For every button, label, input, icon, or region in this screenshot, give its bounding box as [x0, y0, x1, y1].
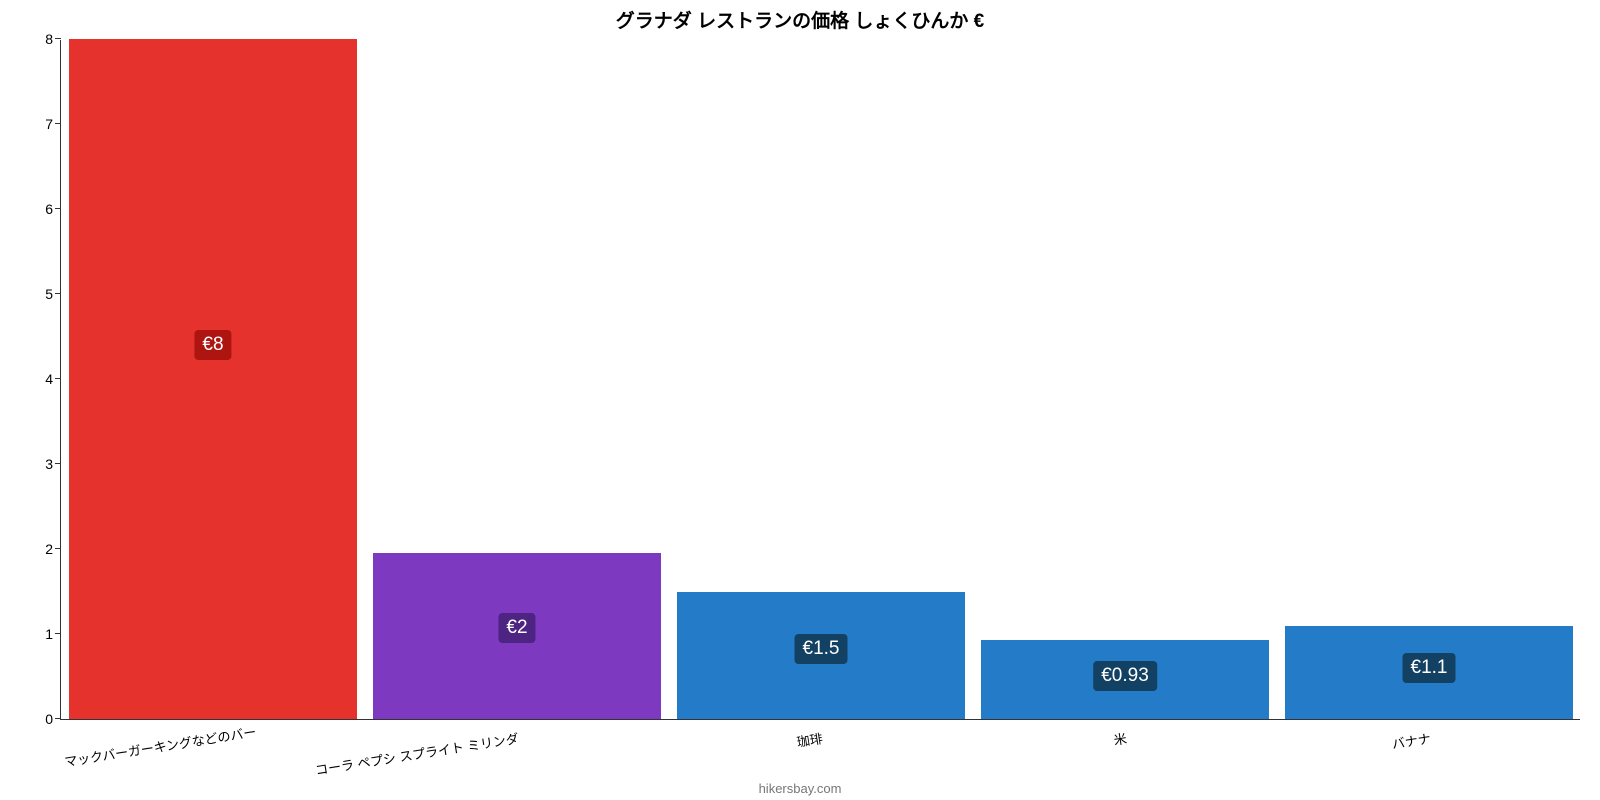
- y-tick-mark: [55, 123, 61, 124]
- bar-value-badge: €1.5: [795, 634, 848, 664]
- y-tick-label: 1: [21, 626, 53, 642]
- y-tick-mark: [55, 718, 61, 719]
- x-category-label: マックバーガーキングなどのバー: [63, 728, 216, 771]
- bar-value-badge: €8: [194, 330, 231, 360]
- bar-value-badge: €0.93: [1093, 661, 1157, 691]
- y-tick-mark: [55, 548, 61, 549]
- y-tick-mark: [55, 463, 61, 464]
- y-tick-mark: [55, 633, 61, 634]
- chart-title: グラナダ レストランの価格 しょくひんか €: [0, 6, 1600, 33]
- y-tick-label: 4: [21, 371, 53, 387]
- y-tick-label: 5: [21, 286, 53, 302]
- y-tick-label: 6: [21, 201, 53, 217]
- y-tick-mark: [55, 38, 61, 39]
- chart-credit: hikersbay.com: [0, 781, 1600, 796]
- y-tick-label: 0: [21, 711, 53, 727]
- bar: [69, 39, 358, 719]
- y-tick-mark: [55, 378, 61, 379]
- chart-container: グラナダ レストランの価格 しょくひんか € 012345678€8マックバーガ…: [0, 0, 1600, 800]
- y-tick-label: 3: [21, 456, 53, 472]
- y-tick-mark: [55, 208, 61, 209]
- y-tick-label: 7: [21, 116, 53, 132]
- bar-value-badge: €2: [498, 613, 535, 643]
- bar-value-badge: €1.1: [1403, 653, 1456, 683]
- y-tick-mark: [55, 293, 61, 294]
- y-tick-label: 2: [21, 541, 53, 557]
- y-tick-label: 8: [21, 31, 53, 47]
- plot-area: 012345678€8マックバーガーキングなどのバー€2コーラ ペプシ スプライ…: [60, 40, 1580, 720]
